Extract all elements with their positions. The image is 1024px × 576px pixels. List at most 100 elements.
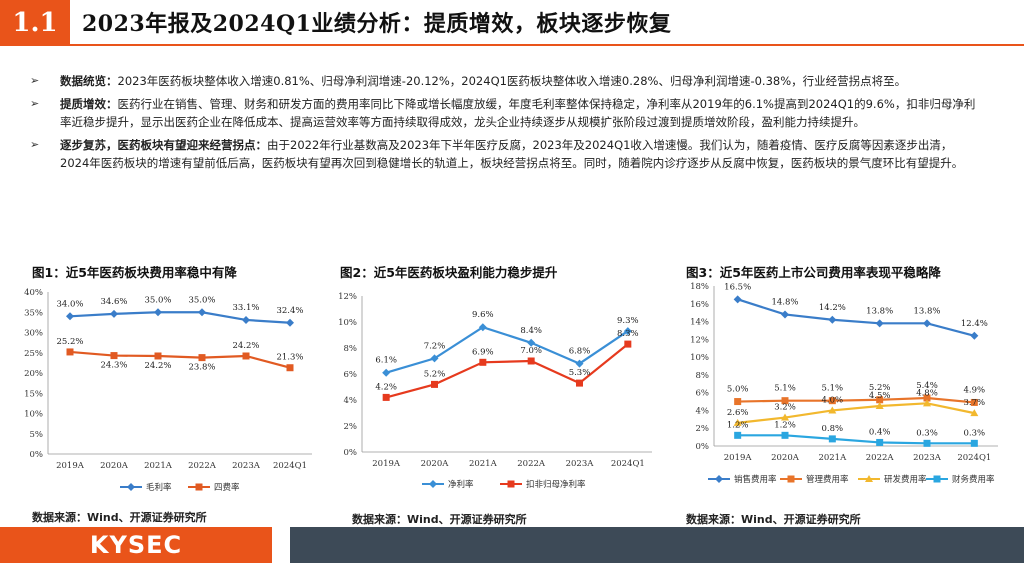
data-label: 5.2% [869,383,891,393]
x-tick-label: 2020A [771,453,800,463]
bullet-list: ➢ 数据统览：2023年医药板块整体收入增速0.81%、归母净利润增速-20.1… [30,72,980,177]
data-label: 5.1% [774,384,796,394]
data-label: 35.0% [144,295,171,305]
y-tick-label: 2% [696,424,710,434]
y-tick-label: 35% [24,308,43,318]
series-line-2 [69,350,291,369]
data-label: 1.2% [774,420,796,430]
bullet-lead: 逐步复苏，医药板块有望迎来经营拐点： [60,138,267,152]
data-point [110,352,118,360]
bullet-lead: 提质增效： [60,97,118,111]
data-label: 7.2% [424,341,446,351]
data-point [430,354,439,363]
data-point [242,352,250,360]
data-label: 35.0% [188,295,215,305]
data-point [576,379,583,387]
arrow-bullet-icon: ➢ [30,138,40,151]
data-point [876,396,884,404]
legend-label: 研发费用率 [884,474,927,485]
data-label: 1.2% [727,420,749,430]
data-point [431,380,438,388]
footer-bar [290,527,1024,563]
legend-label: 财务费用率 [952,474,995,485]
data-point [286,318,294,327]
y-tick-label: 10% [24,410,43,420]
series-line-2 [737,396,975,404]
data-label: 24.2% [232,341,259,351]
kysec-logo: KYSEC [0,527,272,563]
data-label: 4.0% [822,395,844,405]
data-point [527,338,536,347]
data-label: 8.4% [520,326,542,336]
data-label: 4.9% [964,385,986,395]
legend-marker [127,483,135,491]
y-tick-label: 0% [344,448,358,458]
data-label: 4.2% [375,382,397,392]
data-point [923,439,931,447]
data-label: 6.1% [375,356,397,366]
legend-marker [195,483,203,491]
y-tick-label: 5% [30,430,44,440]
y-tick-label: 8% [344,344,358,354]
data-label: 7.0% [520,346,542,356]
data-point [624,340,632,348]
data-point [382,393,390,401]
data-point [733,295,742,304]
arrow-bullet-icon: ➢ [30,74,40,87]
y-tick-label: 4% [696,406,710,416]
page-title: 2023年报及2024Q1业绩分析：提质增效，板块逐步恢复 [82,11,672,37]
data-label: 5.2% [424,369,446,379]
legend-label: 四费率 [214,482,240,493]
legend-label: 管理费用率 [806,474,849,485]
data-label: 3.2% [774,403,796,413]
data-point [242,315,250,324]
data-point [527,357,535,365]
data-point [876,438,884,446]
x-tick-label: 2021A [144,461,173,471]
data-label: 5.4% [916,381,938,391]
y-tick-label: 25% [24,349,43,359]
data-label: 0.3% [964,428,986,438]
data-point [734,431,742,439]
bullet-lead: 数据统览： [60,74,118,88]
x-tick-label: 2024Q1 [611,459,645,469]
data-point [575,359,584,368]
data-point [734,398,742,406]
x-tick-label: 2019A [372,459,401,469]
data-point [733,418,742,426]
data-point [781,431,789,439]
data-label: 5.1% [822,384,844,394]
data-label: 16.5% [724,282,751,292]
y-tick-label: 15% [24,389,43,399]
data-point [828,406,837,414]
data-label: 34.0% [56,299,83,309]
series-line-1 [69,311,291,324]
data-point [781,397,789,405]
data-label: 9.3% [617,316,639,326]
data-label: 14.8% [771,297,798,307]
y-tick-label: 12% [338,292,357,302]
series-line-4 [737,434,975,445]
data-label: 33.1% [232,303,259,313]
data-label: 0.3% [916,428,938,438]
y-tick-label: 18% [690,282,709,292]
x-tick-label: 2023A [566,459,595,469]
legend-marker [429,480,437,488]
x-tick-label: 2024Q1 [957,453,991,463]
data-label: 21.3% [276,353,303,363]
legend-marker [865,475,873,482]
legend-label: 扣非归母净利率 [526,479,586,490]
data-label: 5.0% [727,385,749,395]
data-point [970,398,978,406]
data-point [875,319,884,328]
chart2-svg: 0% 2% 4% 6% 8% 10% 12% 2019A 2020A 2021A 2022A 2023… [338,292,652,490]
chart2-source: 数据来源：Wind、开源证券研究所 [352,513,527,526]
y-tick-label: 10% [690,353,709,363]
data-label: 0.8% [822,424,844,434]
data-label: 12.4% [961,319,988,329]
y-tick-label: 12% [690,335,709,345]
data-label: 6.9% [472,347,494,357]
chart3-source: 数据来源：Wind、开源证券研究所 [686,513,861,526]
x-tick-label: 2022A [866,453,895,463]
bullet-text: 由于2022年行业基数高及2023年下半年医疗反腐，2023年及2024Q1收入… [60,138,964,170]
